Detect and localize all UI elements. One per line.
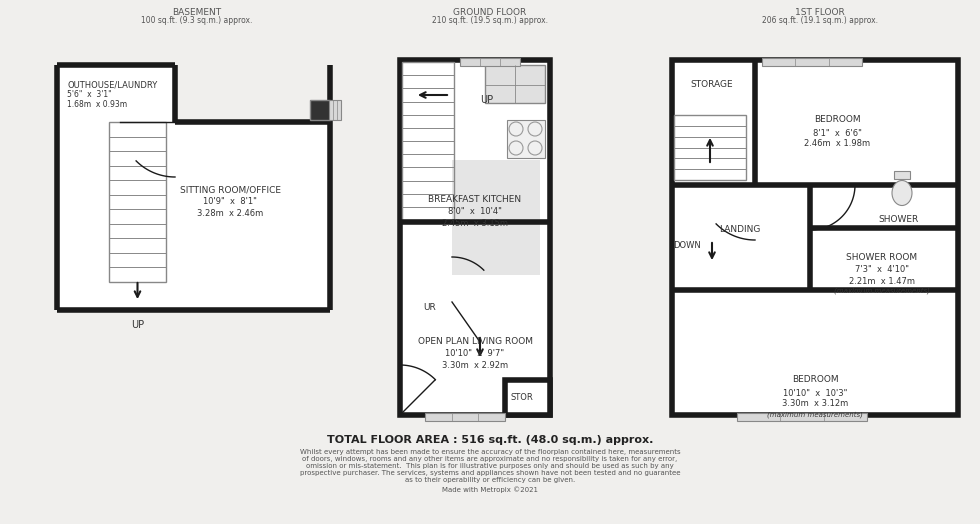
Text: BEDROOM: BEDROOM xyxy=(792,376,838,385)
Text: 100 sq.ft. (9.3 sq.m.) approx.: 100 sq.ft. (9.3 sq.m.) approx. xyxy=(141,16,253,25)
Bar xyxy=(109,122,166,282)
Text: 8'0"  x  10'4": 8'0" x 10'4" xyxy=(448,208,502,216)
Text: 3.30m  x 3.12m: 3.30m x 3.12m xyxy=(782,399,848,409)
Bar xyxy=(175,65,330,122)
Text: 1.68m  x 0.93m: 1.68m x 0.93m xyxy=(67,100,127,109)
Text: 2.46m  x 1.98m: 2.46m x 1.98m xyxy=(804,139,870,148)
Text: 10'9"  x  8'1": 10'9" x 8'1" xyxy=(203,198,257,206)
Bar xyxy=(425,413,505,421)
Text: 3.28m  x 2.46m: 3.28m x 2.46m xyxy=(197,209,263,217)
Bar xyxy=(505,380,550,415)
Text: BEDROOM: BEDROOM xyxy=(813,115,860,125)
Text: OUTHOUSE/LAUNDRY: OUTHOUSE/LAUNDRY xyxy=(67,80,157,89)
Bar xyxy=(894,171,910,179)
Bar xyxy=(400,60,550,415)
Bar xyxy=(57,65,330,310)
Text: SITTING ROOM/OFFICE: SITTING ROOM/OFFICE xyxy=(179,185,280,194)
Text: (maximum measurements): (maximum measurements) xyxy=(767,412,863,418)
Text: 3.30m  x 2.92m: 3.30m x 2.92m xyxy=(442,361,508,369)
Text: SHOWER: SHOWER xyxy=(878,215,918,224)
Text: OPEN PLAN LIVING ROOM: OPEN PLAN LIVING ROOM xyxy=(417,337,532,346)
Bar xyxy=(672,60,958,415)
Text: (maximum measurements): (maximum measurements) xyxy=(834,288,930,294)
Text: UP: UP xyxy=(131,320,144,330)
Text: 10'10"  x  10'3": 10'10" x 10'3" xyxy=(783,388,847,398)
Text: Whilst every attempt has been made to ensure the accuracy of the floorplan conta: Whilst every attempt has been made to en… xyxy=(300,449,680,455)
Bar xyxy=(674,115,746,180)
Text: 206 sq.ft. (19.1 sq.m.) approx.: 206 sq.ft. (19.1 sq.m.) approx. xyxy=(762,16,878,25)
Text: 8'1"  x  6'6": 8'1" x 6'6" xyxy=(812,128,861,137)
Ellipse shape xyxy=(892,180,912,205)
Bar xyxy=(507,120,545,158)
Text: SHOWER ROOM: SHOWER ROOM xyxy=(847,254,917,263)
Text: STORAGE: STORAGE xyxy=(691,80,733,89)
Text: UP: UP xyxy=(480,95,493,105)
Text: DOWN: DOWN xyxy=(673,241,701,249)
Text: LANDING: LANDING xyxy=(719,225,760,235)
Bar xyxy=(329,100,341,120)
Text: 2.21m  x 1.47m: 2.21m x 1.47m xyxy=(849,277,915,286)
Bar xyxy=(460,58,520,66)
Bar xyxy=(762,58,862,66)
Text: 2.45m  x 3.15m: 2.45m x 3.15m xyxy=(442,219,508,227)
Text: 5'6"  x  3'1": 5'6" x 3'1" xyxy=(67,90,112,99)
Text: BREAKFAST KITCHEN: BREAKFAST KITCHEN xyxy=(428,195,521,204)
Text: TOTAL FLOOR AREA : 516 sq.ft. (48.0 sq.m.) approx.: TOTAL FLOOR AREA : 516 sq.ft. (48.0 sq.m… xyxy=(326,435,654,445)
Text: 10'10"  x  9'7": 10'10" x 9'7" xyxy=(446,350,505,358)
Bar xyxy=(402,62,454,220)
Text: of doors, windows, rooms and any other items are approximate and no responsibili: of doors, windows, rooms and any other i… xyxy=(303,456,677,462)
Text: omission or mis-statement.  This plan is for illustrative purposes only and shou: omission or mis-statement. This plan is … xyxy=(306,463,674,469)
Text: UR: UR xyxy=(423,302,436,311)
Bar xyxy=(310,100,330,120)
Bar xyxy=(737,413,867,421)
Text: STOR: STOR xyxy=(510,392,533,401)
Text: prospective purchaser. The services, systems and appliances shown have not been : prospective purchaser. The services, sys… xyxy=(300,470,680,476)
Text: as to their operability or efficiency can be given.: as to their operability or efficiency ca… xyxy=(405,477,575,483)
Text: Made with Metropix ©2021: Made with Metropix ©2021 xyxy=(442,486,538,493)
Text: GROUND FLOOR: GROUND FLOOR xyxy=(454,8,526,17)
Text: BASEMENT: BASEMENT xyxy=(172,8,221,17)
Bar xyxy=(485,65,545,103)
Text: 1ST FLOOR: 1ST FLOOR xyxy=(795,8,845,17)
Text: 210 sq.ft. (19.5 sq.m.) approx.: 210 sq.ft. (19.5 sq.m.) approx. xyxy=(432,16,548,25)
Text: 7'3"  x  4'10": 7'3" x 4'10" xyxy=(855,266,909,275)
Bar xyxy=(452,160,540,275)
